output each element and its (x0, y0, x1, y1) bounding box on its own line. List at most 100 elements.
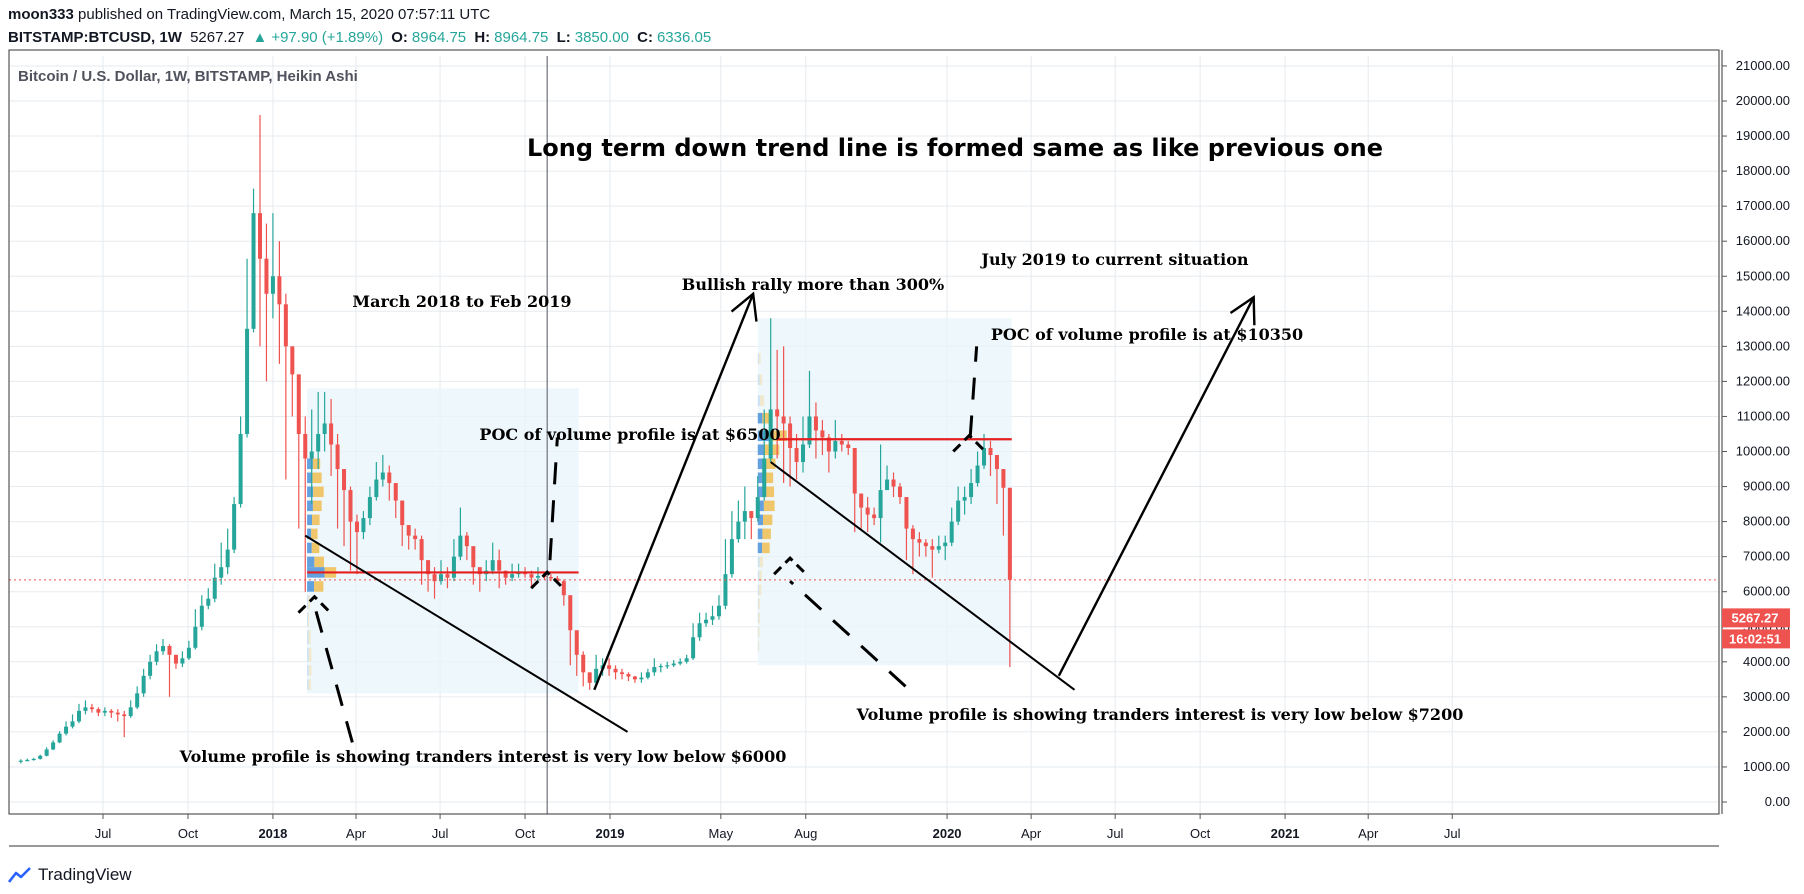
candle-body (316, 433, 321, 452)
y-tick-label: 18000.00 (1736, 163, 1790, 178)
candle-body (148, 661, 153, 676)
candle-body (716, 605, 721, 617)
x-tick-label: Jul (95, 826, 112, 841)
x-tick-label: Jul (1107, 826, 1124, 841)
published-text: published on TradingView.com, March 15, … (78, 6, 491, 23)
candle-body (846, 444, 851, 448)
candle-body (361, 518, 366, 533)
volume-profile-bar-up (307, 595, 309, 610)
candle-body (438, 574, 444, 582)
candle-body (548, 576, 553, 579)
candle-body (283, 304, 288, 347)
volume-profiles (307, 318, 1012, 694)
candle-body (406, 525, 411, 536)
candle-body (1007, 487, 1012, 580)
candle-body (57, 733, 62, 743)
low-label: L: (556, 29, 571, 46)
candle-body (891, 479, 896, 487)
candle-body (367, 497, 372, 519)
candle-body (607, 665, 612, 669)
volume-profile-bar-up (307, 679, 309, 690)
tradingview-brand[interactable]: TradingView (38, 865, 132, 884)
volume-profile-bar-up (757, 486, 764, 498)
candle-body (839, 440, 844, 445)
y-tick-label: 9000.00 (1743, 479, 1790, 494)
volume-profile-bar-up (307, 458, 313, 470)
chart-frame (8, 49, 1723, 847)
volume-profile-bar-down (762, 472, 774, 484)
volume-profile-bar-up (757, 412, 763, 424)
volume-profile-bar-up (757, 444, 765, 456)
candle-body (329, 423, 334, 445)
candle-body (309, 451, 314, 459)
volume-profile-bar-down (758, 598, 761, 610)
candle-body (923, 542, 928, 547)
poc2-annotation: POC of volume profile is at $10350 (991, 325, 1303, 344)
countdown-label-bg (1722, 629, 1790, 649)
caret-marker (773, 556, 808, 576)
candle-body (794, 447, 799, 463)
candle-body (801, 444, 806, 463)
candle-body (1001, 469, 1006, 488)
y-tick-label: 2000.00 (1743, 724, 1790, 739)
y-tick-label: 13000.00 (1736, 338, 1790, 353)
candle-body (193, 626, 198, 648)
candle-body (885, 479, 890, 491)
candle-body (277, 276, 282, 305)
candle-body (826, 437, 831, 452)
candle-body (380, 472, 385, 480)
candle-body (581, 654, 586, 673)
x-tick-label: Oct (515, 826, 536, 841)
candle-body (225, 549, 230, 568)
volume-profile-bar-down (307, 612, 310, 627)
period1-annotation: March 2018 to Feb 2019 (352, 292, 571, 311)
y-tick-label: 4000.00 (1743, 654, 1790, 669)
plot-border (8, 49, 1720, 815)
x-tick-label: 2019 (596, 826, 625, 841)
candle-body (206, 598, 211, 606)
y-tick-label: 10000.00 (1736, 444, 1790, 459)
candle-body (25, 759, 30, 762)
volume-profile-bar-down (758, 626, 760, 638)
volume-profile-bar-up (757, 395, 761, 406)
candle-body (710, 616, 715, 620)
volume-profile-bar-up (757, 472, 763, 484)
volume-profile-bar-up (757, 584, 759, 596)
volume-profile-bar-up (757, 514, 763, 526)
volume-profile-bar-up (307, 647, 309, 662)
candle-body (70, 721, 75, 727)
candle-body (374, 479, 379, 498)
author-name[interactable]: moon333 (8, 6, 74, 23)
rally-annotation: Bullish rally more than 300% (682, 275, 944, 294)
candle-body (199, 605, 204, 627)
candle-body (413, 535, 418, 540)
close-label: C: (637, 29, 653, 46)
candle-body (762, 458, 767, 498)
candle-body (432, 574, 437, 582)
x-tick-label: Jul (432, 826, 449, 841)
volume-profile-bar-up (307, 581, 315, 592)
candle-body (322, 423, 327, 434)
y-tick-label: 1000.00 (1743, 759, 1790, 774)
x-tick-label: Apr (346, 826, 367, 841)
candle-body (587, 672, 592, 683)
candle-body (833, 440, 838, 452)
candle-body (212, 577, 217, 599)
candle-body (878, 490, 883, 519)
candle-body (781, 416, 786, 424)
candle-body (167, 646, 172, 655)
candle-body (109, 710, 114, 713)
poc1-annotation: POC of volume profile is at $6500 (479, 425, 780, 444)
x-tick-label: Oct (178, 826, 199, 841)
price-axis[interactable]: 0.001000.002000.003000.004000.005000.006… (1722, 58, 1790, 809)
y-tick-label: 12000.00 (1736, 373, 1790, 388)
y-tick-label: 8000.00 (1743, 514, 1790, 529)
candle-body (232, 504, 237, 550)
candle-body (348, 490, 353, 522)
main-title-annotation: Long term down trend line is formed same… (527, 134, 1383, 162)
time-axis[interactable]: Jul Oct 2018 Apr Jul Oct 2019 May Aug 2020 Apr Jul O… (95, 814, 1461, 841)
tradingview-logo-icon (8, 867, 31, 883)
volume-profile-bar-down (758, 584, 762, 596)
volume-profile-bar-down (759, 556, 763, 568)
